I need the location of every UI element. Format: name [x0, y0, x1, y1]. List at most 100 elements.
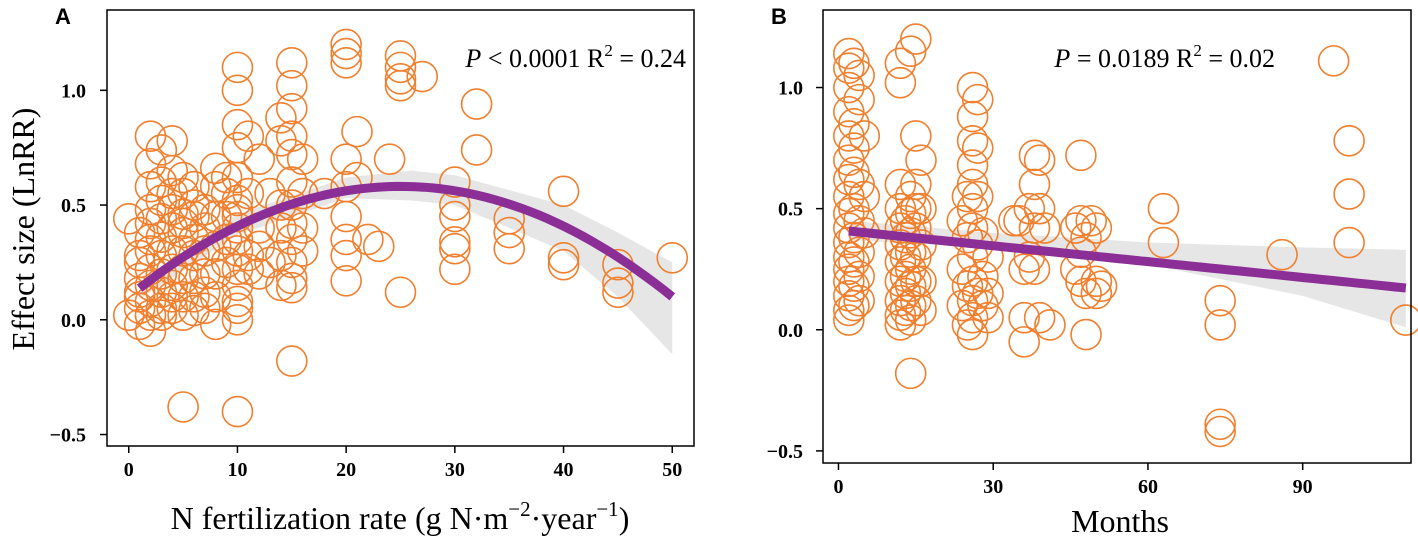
- data-point: [384, 63, 417, 95]
- data-point: [905, 294, 937, 327]
- data-point: [1147, 192, 1180, 225]
- data-point: [352, 223, 384, 256]
- data-point: [1028, 212, 1061, 244]
- x-ticks-b: 0 30 60 90: [833, 463, 1313, 498]
- x-tick-label: 20: [336, 459, 356, 481]
- y-tick-label: 0.5: [61, 195, 86, 217]
- data-point: [1070, 318, 1102, 351]
- data-point: [243, 230, 275, 263]
- data-point: [884, 168, 917, 201]
- data-point: [1023, 301, 1056, 334]
- data-point: [1023, 192, 1056, 225]
- data-point: [884, 246, 917, 278]
- data-point: [900, 120, 932, 152]
- data-point: [275, 271, 308, 304]
- x-tick-label: 30: [445, 459, 465, 481]
- data-point: [838, 132, 870, 164]
- data-point: [330, 143, 362, 175]
- data-point: [167, 391, 199, 423]
- data-point: [1204, 408, 1236, 441]
- data-point: [145, 166, 178, 198]
- data-point: [956, 301, 989, 334]
- x-axis-title-a: N fertilization rate (g N·m−2·year−1): [171, 497, 630, 536]
- y-ticks-a: −0.5 0.0 0.5 1.0: [50, 80, 107, 447]
- data-point: [221, 184, 254, 217]
- data-point: [843, 59, 875, 92]
- scatter-points-a: [112, 28, 689, 428]
- data-point: [884, 66, 917, 99]
- y-ticks-b: −0.5 0.0 0.5 1.0: [767, 78, 823, 463]
- data-point: [843, 236, 875, 269]
- data-point: [362, 230, 395, 263]
- data-point: [221, 74, 254, 107]
- data-point: [905, 144, 937, 176]
- plot-frame-b: [822, 9, 1412, 464]
- data-point: [972, 277, 1004, 310]
- confidence-band-area: [848, 220, 1406, 328]
- data-point: [254, 246, 286, 279]
- x-tick-label: 10: [227, 459, 247, 481]
- data-point: [493, 232, 526, 265]
- data-point: [493, 216, 526, 249]
- panel-a: A 0 10 20 30 40 50 −0.5 0.0 0.5 1.0 N fertilizat…: [5, 4, 695, 536]
- data-point: [832, 294, 865, 327]
- data-point: [838, 108, 870, 140]
- data-point: [656, 242, 689, 274]
- data-point: [1008, 301, 1040, 334]
- data-point: [1147, 226, 1180, 259]
- data-point: [602, 267, 634, 299]
- data-point: [156, 292, 189, 325]
- data-point: [123, 308, 156, 341]
- fit-line-a: [136, 181, 676, 301]
- data-point: [547, 175, 580, 208]
- data-point: [905, 265, 937, 298]
- data-point: [275, 246, 308, 279]
- data-point: [243, 258, 275, 290]
- data-point: [265, 269, 297, 302]
- data-point: [275, 223, 308, 256]
- data-point: [145, 134, 178, 166]
- data-point: [275, 262, 308, 295]
- data-point: [894, 304, 927, 336]
- fit-line-b: [848, 226, 1407, 293]
- data-point: [1085, 270, 1118, 302]
- y-axis-title-a: Effect size (LnRR): [5, 108, 41, 351]
- confidence-band-a: [139, 170, 673, 355]
- data-point: [275, 166, 308, 198]
- data-point: [1080, 265, 1113, 298]
- data-point: [199, 258, 232, 290]
- data-point: [905, 229, 937, 261]
- data-point: [905, 192, 937, 225]
- data-point: [134, 193, 167, 226]
- data-point: [439, 232, 471, 265]
- data-point: [967, 260, 999, 293]
- data-point: [330, 239, 362, 272]
- y-tick-label: 1.0: [61, 80, 86, 102]
- data-point: [406, 60, 439, 93]
- x-tick-label: 0: [833, 476, 843, 498]
- data-point: [602, 276, 634, 309]
- data-point: [894, 357, 927, 390]
- data-point: [832, 212, 865, 244]
- data-point: [167, 216, 199, 249]
- x-tick-label: 0: [124, 459, 134, 481]
- data-point: [123, 246, 156, 279]
- stat-annotation-b: P = 0.0189 R2 = 0.02: [1053, 41, 1275, 73]
- data-point: [439, 200, 471, 233]
- data-point: [843, 83, 875, 116]
- data-point: [134, 147, 167, 180]
- data-point: [843, 260, 875, 293]
- data-point: [221, 131, 254, 164]
- data-point: [1018, 139, 1051, 172]
- data-point: [956, 100, 989, 133]
- x-tick-label: 50: [662, 459, 682, 481]
- data-point: [1003, 204, 1035, 237]
- data-point: [330, 223, 362, 256]
- data-point: [145, 292, 178, 325]
- data-point: [330, 264, 362, 297]
- x-tick-label: 40: [554, 459, 574, 481]
- data-point: [460, 88, 493, 120]
- y-tick-label: 0.0: [778, 320, 803, 342]
- y-tick-label: −0.5: [767, 441, 803, 463]
- data-point: [265, 102, 297, 134]
